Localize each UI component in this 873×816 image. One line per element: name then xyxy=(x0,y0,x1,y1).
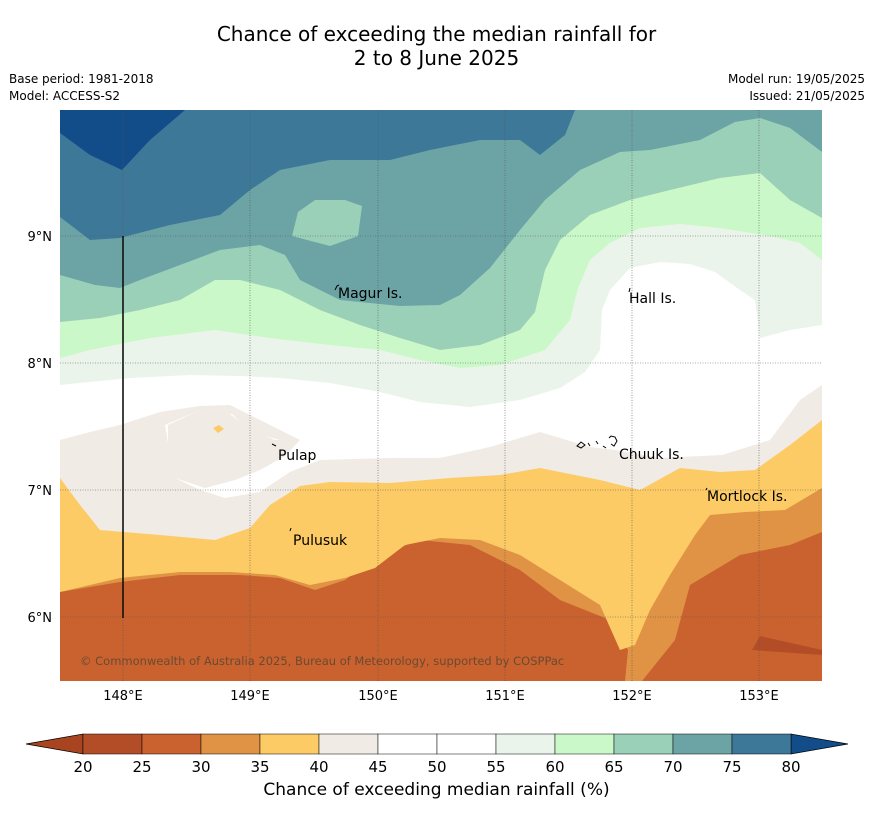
place-label-hall: Hall Is. xyxy=(629,291,676,307)
place-label-pulusuk: Pulusuk xyxy=(293,533,348,549)
colorbar-over-arrow xyxy=(790,733,849,755)
place-label-pulap: Pulap xyxy=(278,448,317,464)
colorbar-tick-60: 60 xyxy=(545,758,564,776)
colorbar-segment-70-75 xyxy=(672,733,733,755)
colorbar-tick-20: 20 xyxy=(73,758,92,776)
lon-label-151: 151°E xyxy=(485,689,525,704)
model-text: Model: ACCESS-S2 xyxy=(9,89,121,103)
colorbar-segment-65-70 xyxy=(613,733,674,755)
colorbar-tick-50: 50 xyxy=(427,758,446,776)
island-hall-shape xyxy=(628,287,631,293)
islands xyxy=(271,284,708,532)
map-title-line2: 2 to 8 June 2025 xyxy=(353,46,520,70)
island-chuuk-shape xyxy=(576,435,618,449)
colorbar-segment-35-40 xyxy=(259,733,320,755)
map-title-line1: Chance of exceeding the median rainfall … xyxy=(216,22,657,46)
colorbar-tick-80: 80 xyxy=(781,758,800,776)
colorbar-segment-75-80 xyxy=(731,733,792,755)
model-run-text: Model run: 19/05/2025 xyxy=(727,72,865,86)
band-75-80 xyxy=(60,110,575,240)
colorbar-tick-40: 40 xyxy=(309,758,328,776)
copyright-text: © Commonwealth of Australia 2025, Bureau… xyxy=(80,654,564,668)
lat-label-9: 9°N xyxy=(28,230,53,245)
contour-fills xyxy=(60,110,822,681)
colorbar-segment-55-60 xyxy=(495,733,556,755)
colorbar-tick-35: 35 xyxy=(250,758,269,776)
lon-label-149: 149°E xyxy=(230,689,270,704)
colorbar-segment-20-25 xyxy=(82,733,143,755)
colorbar-title: Chance of exceeding median rainfall (%) xyxy=(263,780,610,800)
colorbar-tick-65: 65 xyxy=(604,758,623,776)
colorbar-segment-25-30 xyxy=(141,733,202,755)
island-pulusuk-shape xyxy=(289,527,292,532)
base-period-text: Base period: 1981-2018 xyxy=(9,72,154,86)
lon-label-148: 148°E xyxy=(103,689,143,704)
island-mortlock-shape xyxy=(705,487,708,491)
colorbar-segment-45-50 xyxy=(377,733,438,755)
colorbar-tick-45: 45 xyxy=(368,758,387,776)
colorbar-tick-70: 70 xyxy=(663,758,682,776)
colorbar-segment-30-35 xyxy=(200,733,261,755)
band-65-70-island xyxy=(292,200,362,246)
lon-label-152: 152°E xyxy=(612,689,652,704)
colorbar: 20 25 30 35 40 45 50 55 60 65 70 75 80 xyxy=(25,733,849,776)
band-35-40-dot xyxy=(213,425,224,433)
band-20-25-patch xyxy=(752,636,822,655)
lon-label-153: 153°E xyxy=(739,689,779,704)
lat-label-6: 6°N xyxy=(28,611,53,626)
place-label-mortlock: Mortlock Is. xyxy=(707,489,787,505)
band-40-45-inner xyxy=(168,410,300,488)
lat-label-7: 7°N xyxy=(28,484,53,499)
issued-text: Issued: 21/05/2025 xyxy=(749,89,865,103)
colorbar-segment-40-45 xyxy=(318,733,379,755)
colorbar-segment-60-65 xyxy=(554,733,615,755)
place-label-chuuk: Chuuk Is. xyxy=(619,447,684,463)
island-magur-shape xyxy=(334,284,340,291)
colorbar-tick-75: 75 xyxy=(722,758,741,776)
colorbar-segment-50-55 xyxy=(436,733,497,755)
island-pulap-shape xyxy=(271,443,277,447)
colorbar-tick-25: 25 xyxy=(132,758,151,776)
colorbar-under-arrow xyxy=(25,733,84,755)
axis-labels: 148°E 149°E 150°E 151°E 152°E 153°E 9°N … xyxy=(28,230,779,704)
colorbar-tick-30: 30 xyxy=(191,758,210,776)
place-label-magur: Magur Is. xyxy=(338,286,403,302)
lat-label-8: 8°N xyxy=(28,357,53,372)
band-80-plus xyxy=(60,110,185,170)
lon-label-150: 150°E xyxy=(358,689,398,704)
colorbar-tick-55: 55 xyxy=(486,758,505,776)
